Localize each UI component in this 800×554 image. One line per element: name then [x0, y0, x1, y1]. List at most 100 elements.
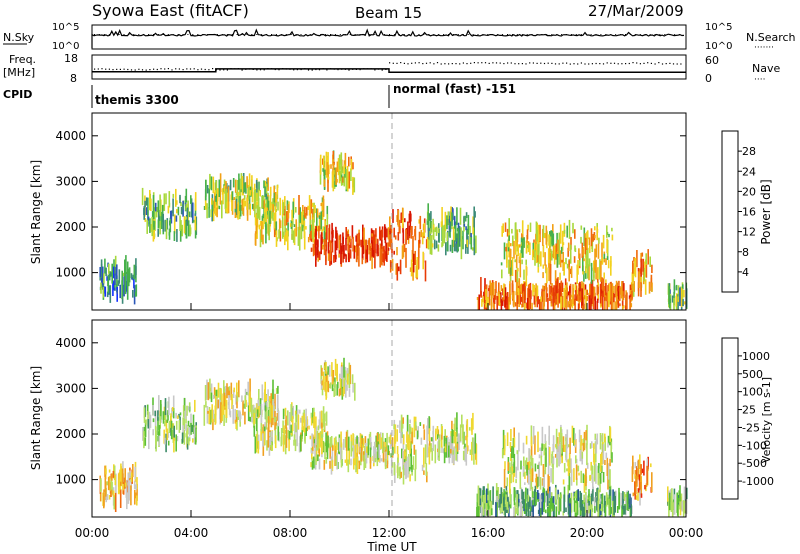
velocity-echo-mark: [423, 429, 426, 440]
power-echo-mark: [570, 299, 572, 307]
power-ytick-label: 1000: [55, 266, 86, 280]
power-echo-mark: [336, 161, 339, 173]
velocity-echo-mark: [601, 503, 603, 517]
power-echo-mark: [585, 238, 587, 255]
power-echo-mark: [133, 278, 135, 289]
power-echo-mark: [124, 259, 126, 279]
power-echo-mark: [675, 284, 678, 291]
power-echo-mark: [338, 235, 341, 240]
power-echo-mark: [342, 251, 344, 263]
power-echo-mark: [315, 226, 317, 246]
velocity-echo-mark: [683, 486, 686, 501]
velocity-echo-mark: [310, 462, 312, 468]
power-echo-mark: [517, 244, 519, 257]
power-echo-mark: [561, 259, 563, 263]
power-echo-mark: [408, 225, 411, 239]
nsearch-dot: [615, 34, 617, 35]
time-tick-label: 00:00: [75, 526, 110, 540]
nave-dot: [444, 63, 446, 65]
nave-dot: [403, 62, 405, 64]
velocity-echo-mark: [438, 440, 440, 461]
power-echo-mark: [119, 284, 121, 299]
velocity-echo-mark: [477, 490, 480, 507]
velocity-echo-mark: [611, 452, 613, 463]
power-echo-mark: [285, 229, 288, 242]
velocity-echo-mark: [351, 447, 354, 452]
power-echo-mark: [441, 207, 443, 228]
power-colorbar-tick-label: 8: [742, 246, 749, 259]
velocity-echo-mark: [287, 429, 290, 439]
velocity-echo-mark: [465, 447, 468, 466]
velocity-echo-mark: [645, 483, 648, 487]
power-echo-mark: [530, 290, 532, 300]
velocity-echo-mark: [277, 410, 280, 427]
power-echo-mark: [274, 206, 277, 222]
velocity-echo-mark: [232, 405, 234, 424]
velocity-echo-mark: [599, 498, 602, 502]
velocity-echo-mark: [253, 413, 255, 425]
velocity-echo-mark: [595, 438, 598, 454]
nsearch-dot: [634, 34, 636, 35]
power-echo-mark: [500, 299, 503, 310]
velocity-echo-mark: [487, 494, 489, 501]
velocity-echo-mark: [573, 440, 576, 445]
nave-dot: [204, 68, 206, 71]
nsearch-dot: [507, 34, 508, 35]
power-echo-mark: [528, 285, 531, 289]
velocity-colorbar-tick-label: 25: [742, 404, 756, 417]
power-echo-mark: [519, 295, 522, 305]
velocity-echo-mark: [410, 448, 412, 470]
power-echo-mark: [555, 299, 558, 305]
velocity-echo-mark: [114, 474, 117, 486]
power-echo-mark: [266, 196, 269, 215]
velocity-echo-mark: [400, 414, 403, 433]
velocity-echo-mark: [275, 424, 277, 430]
velocity-echo-mark: [313, 407, 315, 416]
power-echo-mark: [588, 264, 590, 281]
velocity-echo-mark: [576, 502, 579, 516]
velocity-echo-mark: [529, 475, 532, 491]
velocity-echo-mark: [385, 445, 387, 451]
velocity-echo-mark: [269, 436, 271, 445]
power-echo-mark: [108, 285, 111, 295]
velocity-echo-mark: [344, 437, 347, 448]
velocity-echo-mark: [570, 458, 572, 473]
power-echo-mark: [124, 275, 126, 295]
velocity-echo-mark: [609, 495, 611, 515]
velocity-echo-mark: [403, 464, 405, 471]
freq-panel: Freq. [MHz] 18 8 60 0 Nave ····: [3, 52, 780, 85]
power-echo-mark: [516, 229, 518, 247]
velocity-echo-mark: [193, 427, 196, 438]
power-echo-mark: [539, 255, 541, 264]
power-echo-mark: [555, 243, 557, 260]
power-echo-mark: [261, 215, 264, 221]
velocity-echo-mark: [330, 436, 333, 448]
power-echo-mark: [327, 176, 330, 180]
nave-dot: [274, 68, 276, 71]
velocity-echo-mark: [127, 484, 130, 504]
nsearch-dot: [566, 34, 567, 35]
power-echo-mark: [626, 292, 628, 310]
power-echo-mark: [216, 207, 218, 218]
power-echo-mark: [514, 302, 517, 307]
power-echo-mark: [465, 212, 468, 218]
velocity-echo-mark: [582, 473, 585, 483]
velocity-echo-mark: [322, 371, 325, 390]
power-echo-mark: [549, 239, 551, 260]
velocity-echo-mark: [570, 492, 573, 513]
velocity-echo-mark: [144, 420, 147, 438]
velocity-echo-mark: [313, 412, 316, 428]
power-echo-mark: [568, 260, 570, 271]
velocity-echo-mark: [232, 389, 235, 398]
nave-dot: [271, 68, 273, 70]
velocity-echo-mark: [145, 419, 147, 425]
power-echo-mark: [395, 263, 397, 275]
power-echo-mark: [249, 203, 251, 216]
power-echo-mark: [565, 257, 567, 265]
power-echo-mark: [538, 238, 540, 254]
power-echo-mark: [531, 302, 533, 310]
power-echo-mark: [591, 279, 594, 296]
velocity-echo-mark: [292, 405, 294, 419]
velocity-echo-mark: [299, 434, 302, 452]
velocity-echo-mark: [407, 434, 410, 451]
